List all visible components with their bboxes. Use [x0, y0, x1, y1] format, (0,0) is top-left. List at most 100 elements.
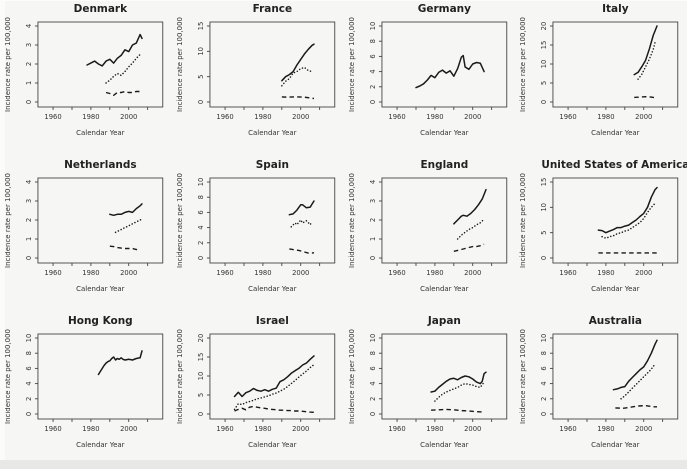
y-tick-label: 8	[368, 351, 376, 355]
plot-box	[209, 333, 335, 420]
x-tick-label: 2000	[292, 113, 309, 121]
y-tick-label: 1	[25, 81, 33, 85]
plot-box	[380, 21, 507, 108]
panel-title: Spain	[256, 159, 289, 171]
y-tick-label: 20	[540, 22, 548, 31]
y-axis-label: Incidence rate per 100,000	[519, 173, 527, 268]
y-tick-label: 4	[197, 225, 205, 229]
series-dotted-line	[433, 381, 485, 402]
y-tick-label: 15	[197, 353, 205, 362]
y-tick-label: 10	[540, 334, 548, 343]
y-tick-label: 6	[197, 210, 205, 214]
plot-box	[37, 333, 164, 420]
y-axis-label: Incidence rate per 100,000	[347, 173, 355, 268]
y-tick-label: 2	[368, 397, 376, 401]
series-dashed-line	[453, 243, 484, 252]
chart-panel-germany: Germany 1960 1980 2000 0 2 4 6 8 10 Calendar Year I…	[344, 1, 516, 157]
y-tick-label: 0	[540, 100, 548, 104]
x-axis-label: Calendar Year	[76, 441, 125, 449]
series-solid-line	[429, 371, 487, 393]
panel-title: United States of America	[542, 159, 687, 171]
panel-title: France	[252, 3, 292, 15]
chart-panel-australia: Australia 1960 1980 2000 0 2 4 6 8 10 Calendar Yea…	[515, 313, 687, 469]
chart-svg: Japan 1960 1980 2000 0 2 4 6 8 10 Calendar Year Inc…	[347, 315, 507, 449]
chart-panel-netherlands: Netherlands 1960 1980 2000 0 1 2 3 4 Calendar Yea…	[0, 157, 172, 313]
x-tick-label: 1980	[254, 113, 271, 121]
panel-title: Japan	[426, 315, 460, 327]
y-tick-label: 0	[368, 412, 376, 416]
series-dashed-line	[281, 96, 314, 100]
chart-panel-israel: Israel 1960 1980 2000 0 5 10 15 20 Calendar Year I…	[172, 313, 344, 469]
y-tick-label: 10	[25, 334, 33, 343]
panel-title: Australia	[589, 315, 642, 327]
series-solid-line	[288, 200, 315, 216]
chart-svg: Spain 1960 1980 2000 0 2 4 6 8 10 Calendar Year Inc…	[176, 159, 335, 293]
plot-box	[37, 177, 164, 264]
y-tick-label: 6	[25, 366, 33, 370]
chart-svg: Australia 1960 1980 2000 0 2 4 6 8 10 Calendar Yea…	[519, 315, 679, 449]
y-tick-label: 3	[25, 43, 33, 47]
x-tick-label: 1980	[254, 269, 271, 277]
y-tick-label: 8	[197, 195, 205, 199]
plot-box	[37, 21, 164, 108]
x-axis-label: Calendar Year	[248, 285, 297, 293]
y-tick-label: 4	[25, 381, 33, 385]
y-axis-label: Incidence rate per 100,000	[519, 329, 527, 424]
y-axis-label: Incidence rate per 100,000	[176, 173, 184, 268]
x-tick-label: 1960	[560, 425, 577, 433]
x-tick-label: 2000	[635, 425, 652, 433]
y-tick-label: 3	[368, 199, 376, 203]
x-axis-label: Calendar Year	[591, 129, 640, 137]
x-axis-label: Calendar Year	[420, 285, 469, 293]
left-margin-strip	[0, 1, 5, 469]
chart-svg: France 1960 1980 2000 0 5 10 15 Calendar Year Inc…	[176, 3, 335, 137]
plot-box	[552, 21, 679, 108]
series-dashed-line	[233, 405, 314, 413]
series-solid-line	[280, 43, 315, 82]
chart-panel-hong-kong: Hong Kong 1960 1980 2000 0 2 4 6 8 10 Calendar Yea…	[0, 313, 172, 469]
x-axis-label: Calendar Year	[420, 441, 469, 449]
x-tick-label: 1980	[254, 425, 271, 433]
chart-svg: Netherlands 1960 1980 2000 0 1 2 3 4 Calendar Yea…	[4, 159, 164, 293]
y-tick-label: 4	[25, 180, 33, 184]
x-tick-label: 2000	[464, 269, 481, 277]
y-tick-label: 10	[197, 372, 205, 381]
y-tick-label: 8	[368, 39, 376, 43]
series-dashed-line	[430, 408, 484, 413]
y-axis-label: Incidence rate per 100,000	[4, 173, 12, 268]
y-tick-label: 0	[25, 100, 33, 104]
y-tick-label: 2	[197, 241, 205, 245]
y-tick-label: 5	[540, 231, 548, 235]
x-tick-label: 2000	[120, 425, 137, 433]
chart-panel-england: England 1960 1980 2000 0 1 2 3 4 Calendar Year Inc…	[344, 157, 516, 313]
chart-svg: Italy 1960 1980 2000 0 5 10 15 20 Calendar Year In…	[519, 3, 679, 137]
series-solid-line	[597, 186, 658, 234]
y-axis-label: Incidence rate per 100,000	[347, 17, 355, 112]
y-tick-label: 6	[368, 366, 376, 370]
y-tick-label: 5	[197, 75, 205, 79]
y-axis-label: Incidence rate per 100,000	[347, 329, 355, 424]
chart-panel-italy: Italy 1960 1980 2000 0 5 10 15 20 Calendar Year In…	[515, 1, 687, 157]
y-tick-label: 1	[368, 237, 376, 241]
y-tick-label: 0	[540, 412, 548, 416]
chart-svg: Denmark 1960 1980 2000 0 1 2 3 4 Calendar Year Inc…	[4, 3, 164, 137]
x-tick-label: 1960	[44, 425, 61, 433]
panel-title: Germany	[417, 3, 470, 15]
x-tick-label: 1980	[426, 425, 443, 433]
panel-title: Israel	[256, 315, 289, 327]
chart-svg: United States of America 1960 1980 2000 0 5 10…	[519, 159, 687, 293]
plot-box	[209, 177, 335, 264]
x-axis-label: Calendar Year	[248, 129, 297, 137]
y-tick-label: 10	[197, 178, 205, 187]
y-tick-label: 6	[368, 54, 376, 58]
series-solid-line	[633, 25, 658, 76]
series-solid-line	[452, 188, 487, 225]
y-axis-label: Incidence rate per 100,000	[4, 329, 12, 424]
series-dashed-line	[615, 404, 658, 410]
chart-panel-france: France 1960 1980 2000 0 5 10 15 Calendar Year Inc…	[172, 1, 344, 157]
plot-box	[380, 333, 507, 420]
y-tick-label: 8	[540, 351, 548, 355]
y-tick-label: 0	[368, 256, 376, 260]
panel-title: Denmark	[74, 3, 128, 15]
